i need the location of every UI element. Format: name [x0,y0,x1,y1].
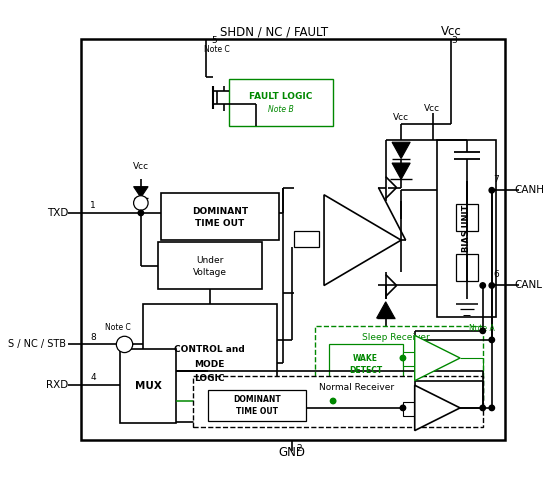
Bar [229,79,333,126]
Circle shape [117,336,133,353]
Bar [403,401,415,416]
Text: Vcc: Vcc [441,25,461,38]
Polygon shape [377,302,395,318]
Text: Vcc: Vcc [424,104,440,113]
Circle shape [400,355,406,361]
Text: TXD: TXD [47,208,68,218]
Bar [294,231,320,247]
Circle shape [480,328,486,334]
Text: SHDN / NC / FAULT: SHDN / NC / FAULT [220,25,328,38]
Text: Note A: Note A [469,324,495,333]
Circle shape [331,398,336,404]
Circle shape [489,187,494,193]
Text: 8: 8 [90,333,96,341]
Text: Voltage: Voltage [193,268,227,277]
Text: DETECT: DETECT [349,366,382,375]
Text: LOGIC: LOGIC [195,374,225,384]
Text: FAULT LOGIC: FAULT LOGIC [249,92,312,101]
Polygon shape [415,335,460,381]
Text: Vcc: Vcc [393,113,409,122]
Polygon shape [134,186,148,198]
Bar [403,352,415,366]
Bar [328,344,403,383]
Text: CANH: CANH [514,185,544,195]
Circle shape [134,196,148,210]
Bar [456,254,478,281]
Circle shape [489,337,494,342]
Text: MODE: MODE [195,360,225,369]
Circle shape [400,405,406,411]
Text: 2: 2 [297,444,302,453]
Text: CONTROL and: CONTROL and [174,345,245,355]
Text: MUX: MUX [135,381,162,391]
Bar [315,327,483,401]
Bar [81,39,505,440]
Polygon shape [415,385,460,430]
Text: 7: 7 [493,175,499,184]
Bar [142,304,277,422]
Text: 3: 3 [451,36,456,45]
Text: 6: 6 [493,270,499,279]
Circle shape [489,405,494,411]
Text: Note B: Note B [268,105,294,114]
Text: TIME OUT: TIME OUT [195,219,244,228]
Text: Note C: Note C [104,323,130,332]
Bar [437,141,496,317]
Text: 1: 1 [90,201,96,210]
Bar [192,376,483,427]
Text: RXD: RXD [46,380,68,390]
Circle shape [480,405,486,411]
Text: BIAS UNIT: BIAS UNIT [463,205,471,253]
Text: DOMINANT: DOMINANT [192,207,248,215]
Bar [208,390,306,421]
Bar [161,193,279,240]
Text: CANL: CANL [514,281,542,290]
Text: Note C: Note C [205,45,230,54]
Text: Normal Receiver: Normal Receiver [320,383,394,392]
Polygon shape [392,142,410,158]
Text: WAKE: WAKE [353,354,378,363]
Polygon shape [392,163,410,179]
Text: Vcc: Vcc [133,162,149,171]
Bar [158,242,262,289]
Circle shape [480,283,486,288]
Text: GND: GND [279,446,306,459]
Text: S / NC / STB: S / NC / STB [8,340,65,349]
Polygon shape [324,195,401,285]
Text: TIME OUT: TIME OUT [236,407,278,416]
Text: 5: 5 [212,36,217,45]
Circle shape [489,283,494,288]
Circle shape [138,210,144,215]
Bar [456,204,478,231]
Text: 4: 4 [90,373,96,383]
Text: DOMINANT: DOMINANT [233,395,281,404]
Bar [120,349,176,423]
Text: Sleep Receiver: Sleep Receiver [362,333,430,341]
Text: Under: Under [196,256,224,265]
